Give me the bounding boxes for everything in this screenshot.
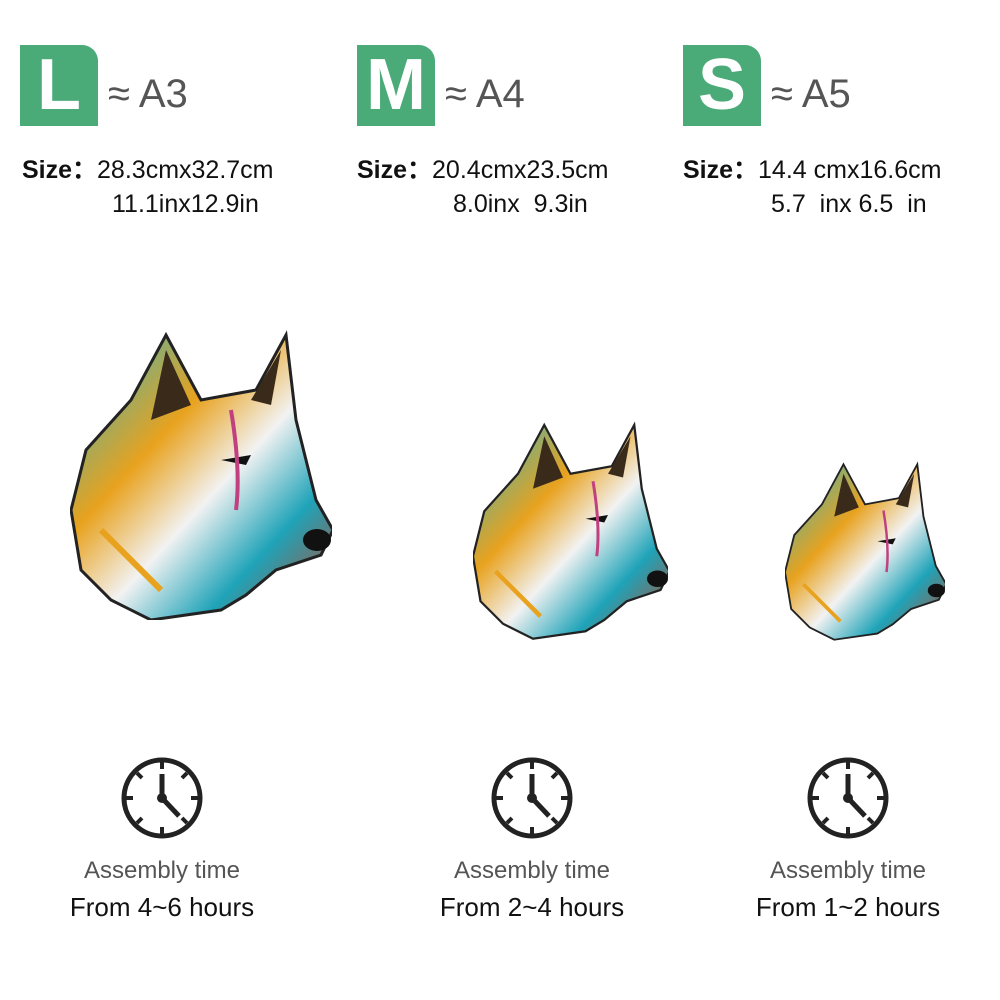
- assembly-label: Assembly time: [769, 857, 927, 884]
- size-inch: 5.7 inx 6.5 in: [771, 190, 927, 218]
- size-inch: 8.0inx 9.3in: [453, 190, 588, 218]
- clock-icon: [806, 756, 890, 840]
- size-label: Size：: [22, 156, 98, 184]
- wolf-puzzle-image: [70, 330, 332, 620]
- size-cm-value: 28.3cmx32.7cm: [97, 156, 274, 184]
- size-cm: Size：20.4cmx23.5cm: [357, 150, 609, 186]
- size-label: Size：: [683, 156, 759, 184]
- size-cm: Size：14.4 cmx16.6cm: [683, 150, 941, 186]
- assembly-label: Assembly time: [83, 857, 241, 884]
- assembly-time: From 2~4 hours: [439, 892, 625, 922]
- size-label: Size：: [357, 156, 433, 184]
- paper-size-equivalent: ≈ A5: [771, 72, 851, 116]
- assembly-label: Assembly time: [453, 857, 611, 884]
- size-badge: M: [357, 45, 435, 126]
- size-cm-value: 20.4cmx23.5cm: [432, 156, 609, 184]
- paper-size-equivalent: ≈ A4: [445, 72, 525, 116]
- size-badge: S: [683, 45, 761, 126]
- wolf-puzzle-image: [785, 458, 945, 643]
- assembly-time: From 1~2 hours: [755, 892, 941, 922]
- assembly-time: From 4~6 hours: [69, 892, 255, 922]
- clock-icon: [120, 756, 204, 840]
- size-inch: 11.1inx12.9in: [112, 190, 259, 218]
- size-cm-value: 14.4 cmx16.6cm: [758, 156, 942, 184]
- size-cm: Size：28.3cmx32.7cm: [22, 150, 274, 186]
- paper-size-equivalent: ≈ A3: [108, 72, 188, 116]
- wolf-puzzle-image: [473, 420, 668, 640]
- clock-icon: [490, 756, 574, 840]
- size-badge: L: [20, 45, 98, 126]
